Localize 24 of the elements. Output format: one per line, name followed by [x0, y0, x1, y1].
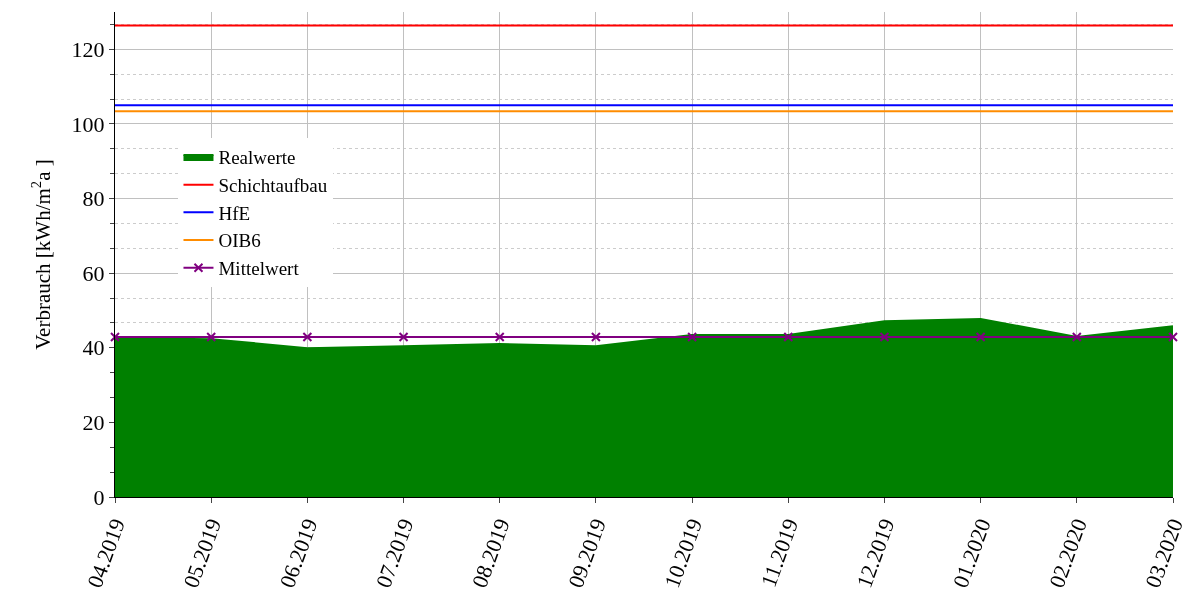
y-tick-label: 60 [82, 260, 105, 286]
x-tick-label: 08.2019 [466, 515, 515, 592]
x-tick-label: 10.2019 [659, 515, 708, 592]
x-tick-label: 11.2019 [755, 515, 804, 591]
x-tick-label: 05.2019 [178, 515, 227, 592]
legend-label: OIB6 [218, 230, 261, 252]
x-tick-label: 01.2020 [947, 515, 996, 592]
y-tick-label: 20 [82, 410, 105, 436]
legend-label: Realwerte [218, 147, 296, 169]
x-tick-label: 07.2019 [370, 515, 419, 592]
x-tick-label: 04.2019 [82, 515, 131, 592]
y-tick-label: 40 [82, 335, 105, 361]
x-tick-label: 06.2019 [274, 515, 323, 592]
x-tick-label: 03.2020 [1140, 515, 1189, 592]
x-tick-label: 09.2019 [563, 515, 611, 592]
legend-label: HfE [218, 202, 251, 224]
legend-label: Mittelwert [218, 258, 300, 280]
y-tick-label: 100 [71, 111, 105, 137]
x-tick-label: 02.2020 [1043, 515, 1092, 592]
y-tick-label: 80 [82, 186, 105, 212]
x-tick-label: 12.2019 [851, 515, 900, 592]
legend-label: Schichtaufbau [218, 175, 328, 197]
y-tick-label: 120 [71, 37, 105, 63]
y-tick-label: 0 [93, 484, 105, 510]
